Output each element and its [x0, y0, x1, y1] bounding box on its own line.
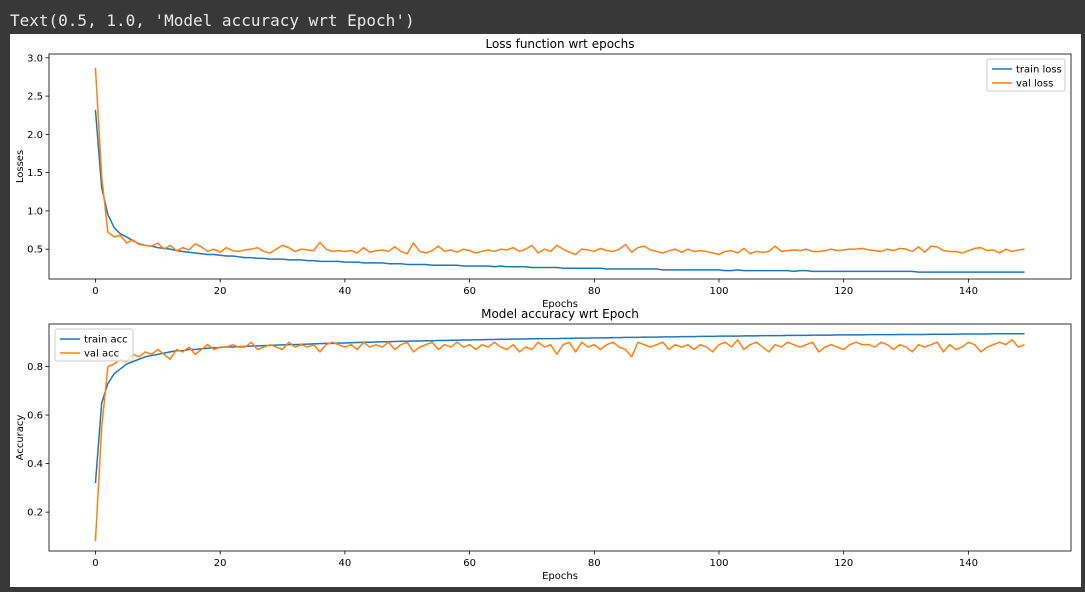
cell-output-text: Text(0.5, 1.0, 'Model accuracy wrt Epoch…	[10, 11, 415, 30]
legend-label-train-acc: train acc	[84, 335, 128, 346]
acc-y-tick-label: 0.6	[27, 411, 43, 422]
series-line-val-acc	[94, 339, 1025, 542]
acc-x-tick-label: 20	[214, 558, 227, 569]
loss-x-tick-label: 140	[959, 286, 978, 297]
loss-y-axis-label: Losses	[15, 150, 26, 183]
series-line-train-acc	[94, 332, 1025, 484]
acc-x-tick-label: 100	[709, 558, 728, 569]
loss-y-tick-label: 2.5	[27, 92, 43, 103]
acc-y-tick-label: 0.2	[27, 508, 43, 519]
series-line-val-loss	[94, 67, 1025, 256]
loss-x-tick-label: 60	[463, 286, 476, 297]
acc-x-tick-label: 140	[959, 558, 978, 569]
acc-y-axis-label: Accuracy	[15, 415, 26, 461]
figure: 0 20 40 60 80 100 120 140 0.5 1.0 1.5 2.0 2.5 3.0 Loss…	[10, 34, 1081, 587]
loss-y-tick-label: 1.5	[27, 168, 43, 179]
loss-x-tick-label: 80	[588, 286, 601, 297]
loss-y-tick-label: 3.0	[27, 53, 43, 64]
acc-x-tick-label: 0	[92, 558, 98, 569]
acc-x-tick-label: 60	[463, 558, 476, 569]
accuracy-plot: 0 20 40 60 80 100 120 140 0.2 0.4 0.6 0.8 Model accu…	[15, 307, 1072, 582]
legend-label-val-acc: val acc	[84, 349, 119, 360]
acc-chart-title: Model accuracy wrt Epoch	[481, 307, 639, 321]
loss-x-tick-label: 40	[339, 286, 352, 297]
loss-x-tick-label: 120	[834, 286, 853, 297]
acc-x-axis-label: Epochs	[542, 571, 578, 582]
legend-label-val-loss: val loss	[1016, 79, 1053, 90]
series-line-train-loss	[94, 109, 1025, 273]
loss-x-tick-label: 0	[92, 286, 98, 297]
loss-x-tick-label: 100	[709, 286, 728, 297]
acc-x-tick-label: 40	[339, 558, 352, 569]
loss-axes-frame	[48, 53, 1072, 280]
loss-y-tick-label: 1.0	[27, 206, 43, 217]
loss-plot: 0 20 40 60 80 100 120 140 0.5 1.0 1.5 2.0 2.5 3.0 Loss…	[15, 37, 1072, 310]
loss-y-tick-label: 0.5	[27, 245, 43, 256]
acc-y-tick-label: 0.4	[27, 459, 43, 470]
loss-y-tick-label: 2.0	[27, 130, 43, 141]
legend-label-train-loss: train loss	[1016, 65, 1062, 76]
acc-x-tick-label: 120	[834, 558, 853, 569]
acc-axes-frame	[48, 323, 1072, 552]
loss-x-tick-label: 20	[214, 286, 227, 297]
acc-y-tick-label: 0.8	[27, 362, 43, 373]
chart-svg: 0 20 40 60 80 100 120 140 0.5 1.0 1.5 2.0 2.5 3.0 Loss…	[15, 37, 1072, 582]
loss-chart-title: Loss function wrt epochs	[485, 37, 634, 51]
acc-x-tick-label: 80	[588, 558, 601, 569]
loss-x-axis-label: Epochs	[542, 299, 578, 310]
